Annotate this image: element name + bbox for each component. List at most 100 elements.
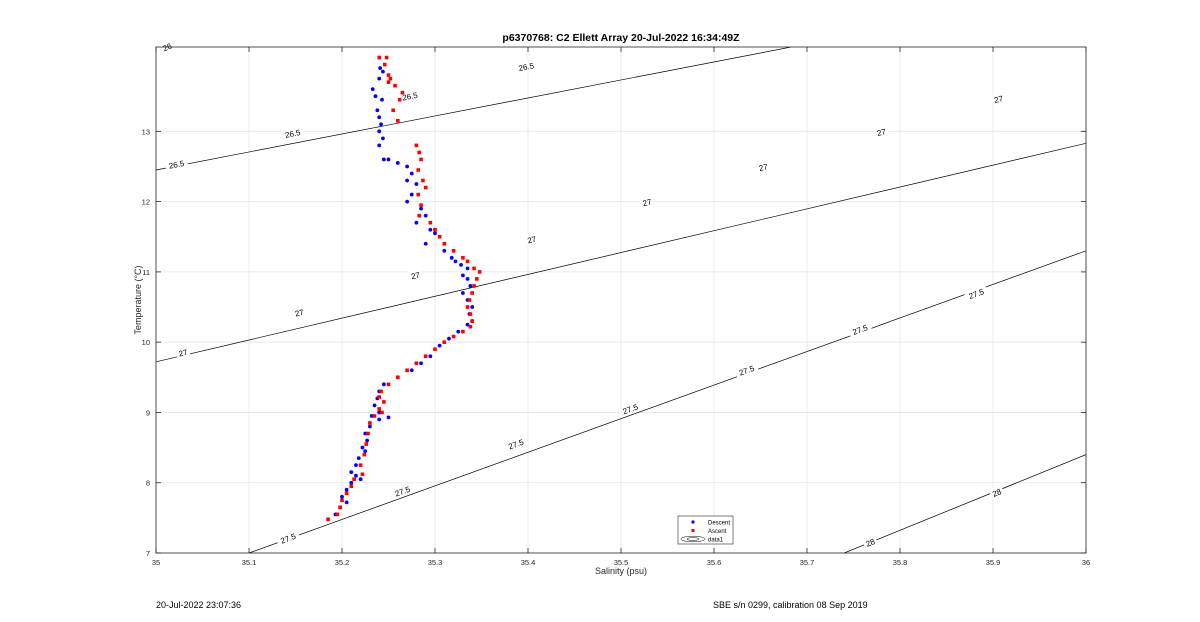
- contour-label-bg: [862, 535, 879, 550]
- contour-label-bg: [164, 157, 189, 172]
- ascent-point: [414, 143, 419, 148]
- footer-timestamp: 20-Jul-2022 23:07:36: [156, 600, 242, 610]
- ascent-point: [335, 512, 340, 517]
- ascent-point: [405, 368, 409, 373]
- ascent-point: [468, 324, 473, 329]
- descent-point: [423, 241, 428, 246]
- descent-point: [453, 259, 458, 264]
- contour-label-text: 26.5: [284, 128, 302, 140]
- x-axis-label: Salinity (psu): [595, 566, 647, 576]
- contour-label-text: 27: [294, 308, 305, 319]
- ascent-series: [326, 55, 482, 522]
- contour-line-28: [844, 454, 1086, 553]
- descent-point: [461, 273, 465, 278]
- contour-line-27: [156, 142, 1086, 363]
- descent-point: [377, 129, 382, 134]
- ascent-point: [340, 498, 344, 503]
- contour-label: 28: [862, 535, 879, 550]
- descent-point: [386, 157, 391, 162]
- descent-point: [447, 336, 451, 341]
- ascent-point: [419, 203, 423, 207]
- ascent-point: [451, 249, 456, 253]
- descent-point: [375, 108, 380, 113]
- ascent-point: [416, 168, 421, 172]
- ascent-point: [470, 291, 474, 295]
- x-tick-label: 35.4: [521, 558, 536, 567]
- ascent-point: [396, 118, 400, 123]
- axis-ticks: 35 35.1 35.2 35.3 35.4 35.5 35.6 35.7 35.8 35.9 36…: [142, 47, 1090, 567]
- legend: Descent Ascent data1: [677, 515, 734, 545]
- descent-point: [461, 291, 465, 295]
- contour-label: 27: [639, 195, 655, 209]
- legend-contour-marker-inner: [686, 537, 700, 541]
- ascent-point: [386, 80, 391, 84]
- footer-calibration: SBE s/n 0299, calibration 08 Sep 2019: [713, 600, 868, 610]
- contour-label: 26.5: [164, 157, 189, 172]
- density-contours: 2626.526.526.526.5272727272727272727.527…: [156, 39, 1086, 553]
- ascent-point: [467, 298, 472, 302]
- x-tick-label: 35: [152, 558, 160, 567]
- contour-label: 27: [291, 306, 307, 320]
- descent-point: [363, 449, 368, 453]
- ascent-point: [465, 305, 470, 309]
- descent-point: [449, 255, 454, 260]
- ascent-point: [423, 354, 428, 359]
- ascent-point: [379, 389, 383, 394]
- contour-lines: [156, 47, 1086, 553]
- descent-point: [378, 66, 383, 70]
- contour-label-text: 27: [876, 127, 887, 138]
- ascent-point: [465, 259, 470, 264]
- descent-point: [370, 87, 375, 92]
- ascent-point: [366, 431, 370, 436]
- ascent-point: [372, 414, 377, 418]
- ascent-point: [419, 157, 423, 162]
- contour-label: 28: [988, 485, 1005, 500]
- ascent-point: [344, 491, 349, 496]
- contour-label-bg: [847, 321, 873, 339]
- x-tick-label: 35.5: [614, 558, 629, 567]
- ascent-point: [352, 477, 356, 482]
- ascent-point: [475, 277, 479, 281]
- descent-point: [395, 161, 400, 165]
- descent-point: [349, 480, 354, 485]
- descent-point: [377, 76, 382, 81]
- ascent-point: [414, 361, 419, 366]
- ascent-point: [442, 241, 447, 246]
- ascent-point: [416, 192, 421, 197]
- ascent-point: [360, 472, 365, 477]
- descent-point: [459, 262, 463, 267]
- contour-label-bg: [280, 126, 305, 141]
- descent-point: [428, 354, 433, 359]
- ascent-point: [470, 319, 474, 323]
- ascent-point: [338, 505, 342, 510]
- contour-label-bg: [873, 125, 889, 139]
- descent-point: [381, 136, 385, 141]
- chart-title: p6370768: C2 Ellett Array 20-Jul-2022 16…: [502, 32, 740, 44]
- contour-label-text: 28: [865, 537, 877, 549]
- descent-point: [356, 456, 361, 461]
- ascent-point: [326, 517, 330, 522]
- descent-point: [377, 115, 382, 120]
- y-tick-label: 9: [146, 408, 150, 417]
- ascent-point: [442, 340, 447, 344]
- contour-label-bg: [618, 400, 643, 418]
- ascent-point: [377, 55, 381, 60]
- ascent-point: [397, 97, 402, 102]
- descent-point: [360, 445, 365, 450]
- descent-point: [381, 157, 386, 162]
- descent-point: [437, 343, 442, 348]
- descent-point: [365, 438, 370, 443]
- x-tick-label: 36: [1082, 558, 1090, 567]
- ascent-point: [386, 382, 391, 387]
- contour-label: 27: [524, 233, 540, 246]
- contour-label-bg: [407, 269, 424, 282]
- descent-point: [419, 206, 423, 211]
- descent-point: [465, 266, 470, 271]
- contour-label: 27: [873, 125, 889, 139]
- contour-label-bg: [514, 59, 539, 74]
- ascent-point: [368, 421, 372, 425]
- contour-label-bg: [964, 285, 989, 303]
- contour-label-text: 27: [758, 162, 769, 173]
- contour-label-bg: [390, 482, 415, 500]
- ascent-point: [468, 312, 473, 316]
